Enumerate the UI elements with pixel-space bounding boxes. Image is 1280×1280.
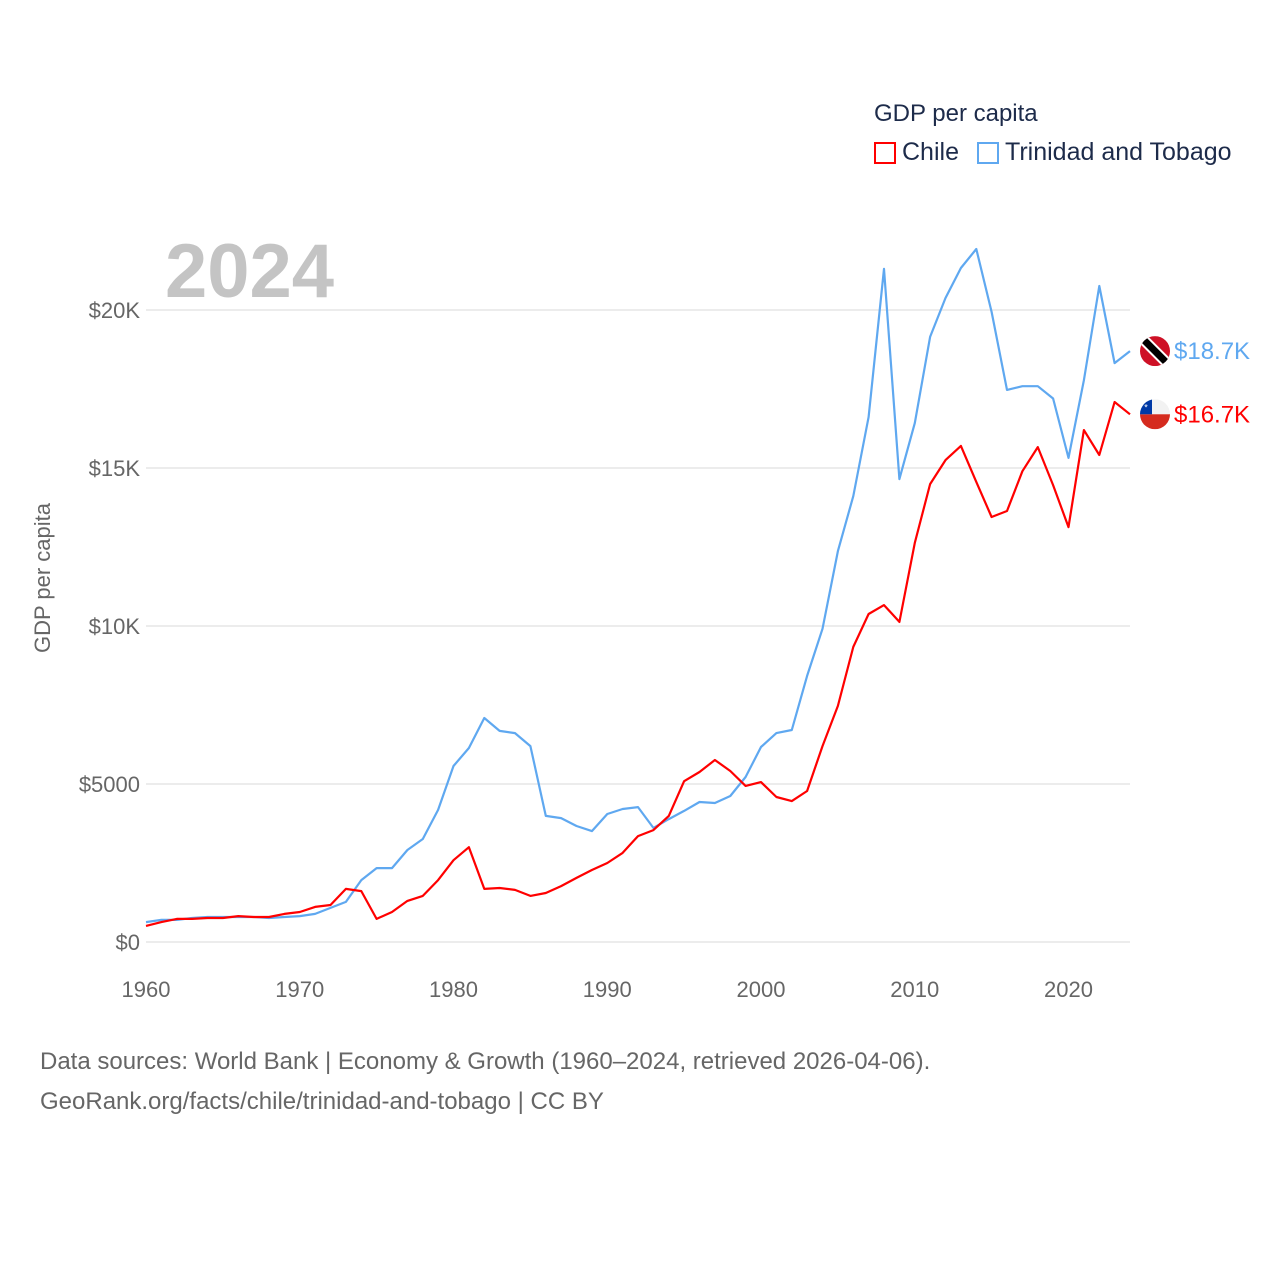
y-tick-label: $5000 — [79, 772, 140, 797]
x-tick-label: 2020 — [1044, 977, 1093, 1002]
legend-label: Chile — [902, 138, 959, 166]
year-label: 2024 — [165, 229, 335, 314]
legend-swatch-chile — [874, 141, 896, 164]
source-link[interactable]: GeoRank.org/facts/chile/trinidad-and-tob… — [40, 1088, 604, 1115]
svg-text:*: * — [1144, 402, 1148, 412]
y-axis-label: GDP per capita — [30, 502, 55, 653]
end-value-label: $18.7K — [1174, 338, 1250, 365]
legend-swatch-trinidad — [976, 141, 999, 164]
y-tick-label: $10K — [89, 614, 141, 639]
x-tick-label: 1960 — [122, 977, 171, 1002]
y-tick-label: $15K — [89, 456, 141, 481]
legend-label: Trinidad and Tobago — [1004, 138, 1232, 166]
x-tick-label: 1980 — [429, 977, 478, 1002]
series-line-trinidad-and-tobago[interactable] — [145, 247, 1131, 924]
data-source-text: Data sources: World Bank | Economy & Gro… — [40, 1048, 931, 1075]
series-line-chile[interactable] — [145, 400, 1131, 927]
footer: Data sources: World Bank | Economy & Gro… — [40, 1042, 930, 1122]
trinidad-flag-icon — [1140, 336, 1170, 367]
x-tick-label: 2010 — [890, 977, 939, 1002]
x-tick-label: 1970 — [275, 977, 324, 1002]
y-tick-label: $0 — [116, 930, 140, 955]
x-tick-label: 1990 — [583, 977, 632, 1002]
legend-item-chile[interactable]: Chile — [874, 138, 959, 167]
end-value-label: $16.7K — [1174, 401, 1250, 428]
x-tick-label: 2000 — [737, 977, 786, 1002]
y-tick-label: $20K — [89, 298, 141, 323]
legend-item-trinidad[interactable]: Trinidad and Tobago — [976, 138, 1232, 167]
legend: GDP per capita Chile Trinidad and Tobago — [874, 100, 1232, 167]
legend-title: GDP per capita — [874, 100, 1038, 127]
chile-flag-icon: * — [1140, 399, 1170, 430]
